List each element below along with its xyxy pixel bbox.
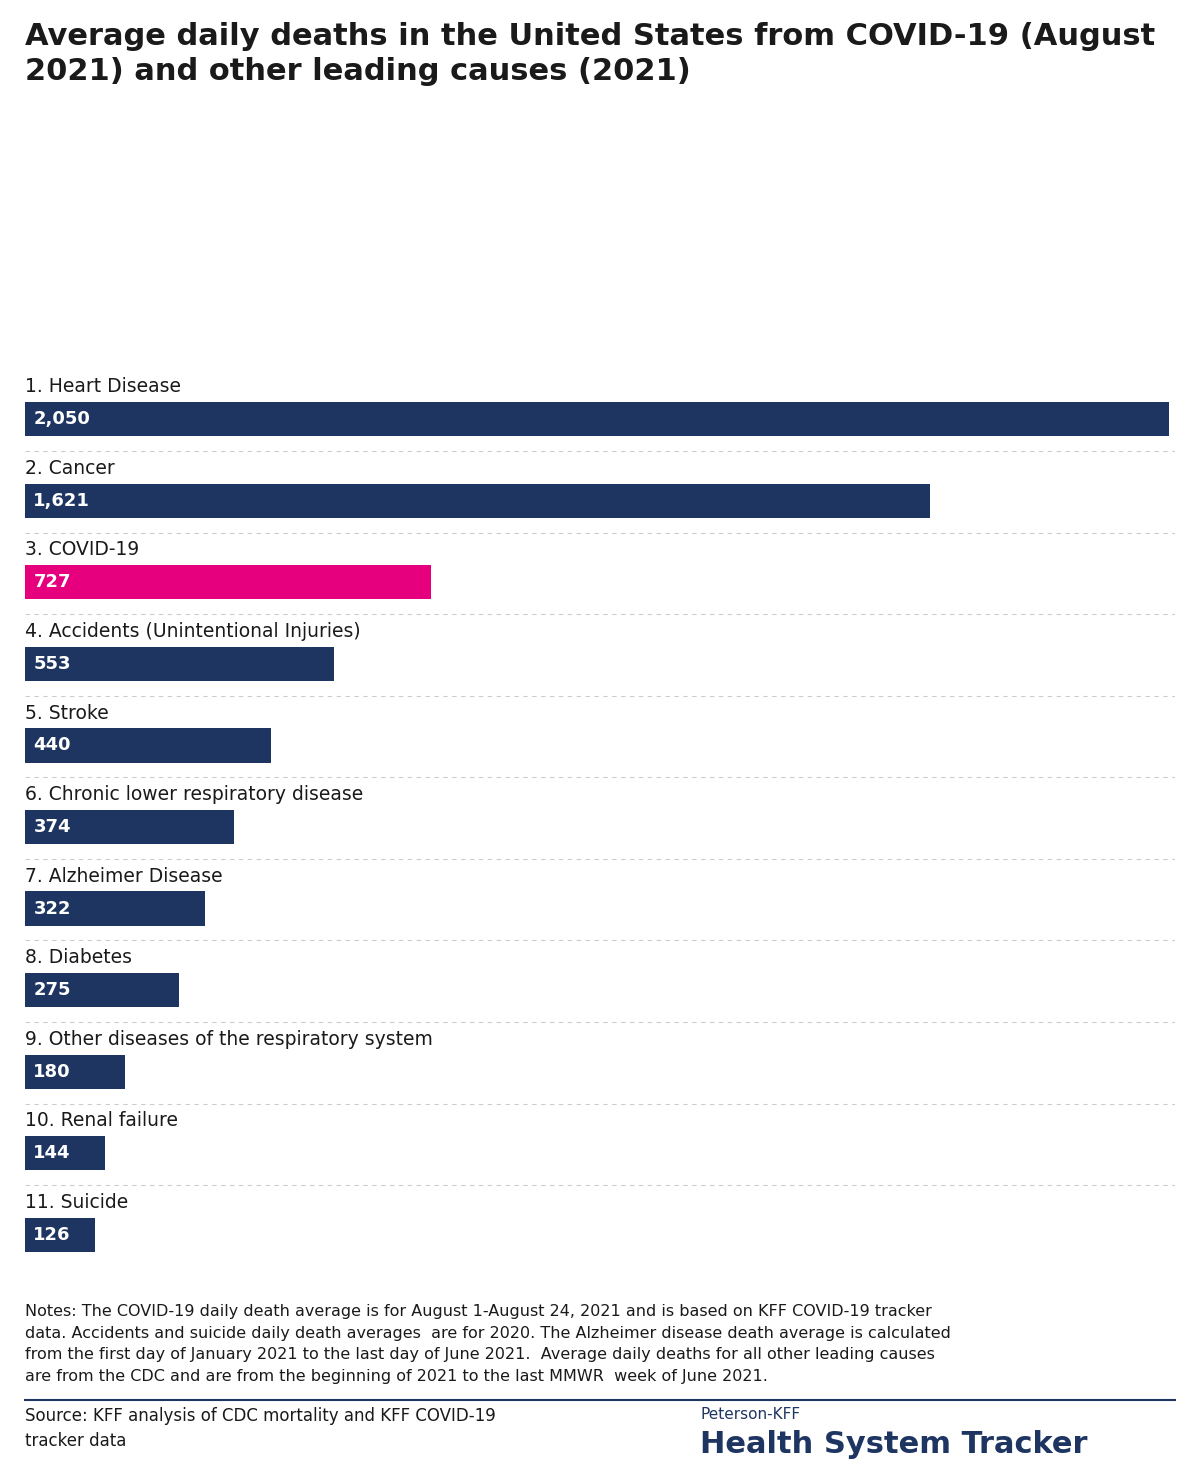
Text: 2,050: 2,050 [34,411,90,428]
Text: 374: 374 [34,818,71,836]
Bar [25,1055,126,1089]
Bar [25,728,271,763]
Text: 180: 180 [34,1063,71,1080]
Text: Notes: The COVID-19 daily death average is for August 1-August 24, 2021 and is b: Notes: The COVID-19 daily death average … [25,1304,950,1384]
Text: 6. Chronic lower respiratory disease: 6. Chronic lower respiratory disease [25,785,364,805]
Text: 10. Renal failure: 10. Renal failure [25,1112,178,1131]
Text: 8. Diabetes: 8. Diabetes [25,948,132,968]
Text: 9. Other diseases of the respiratory system: 9. Other diseases of the respiratory sys… [25,1030,433,1049]
Text: Health System Tracker: Health System Tracker [700,1430,1087,1458]
Text: 5. Stroke: 5. Stroke [25,704,109,723]
Bar [25,1218,95,1252]
Text: 11. Suicide: 11. Suicide [25,1193,128,1212]
Text: Peterson-KFF: Peterson-KFF [700,1406,800,1423]
Text: 4. Accidents (Unintentional Injuries): 4. Accidents (Unintentional Injuries) [25,622,361,642]
Text: 126: 126 [34,1226,71,1243]
Text: 1. Heart Disease: 1. Heart Disease [25,378,181,396]
Text: 3. COVID-19: 3. COVID-19 [25,541,139,559]
Bar [25,483,930,517]
Bar [25,974,179,1008]
Text: 322: 322 [34,900,71,917]
Text: 1,621: 1,621 [34,492,90,510]
Text: 553: 553 [34,655,71,673]
Text: 727: 727 [34,574,71,591]
Bar [25,892,205,926]
Bar [25,809,234,845]
Text: 275: 275 [34,981,71,999]
Text: 440: 440 [34,737,71,754]
Bar [25,402,1169,436]
Text: 7. Alzheimer Disease: 7. Alzheimer Disease [25,867,223,886]
Bar [25,565,431,599]
Bar [25,1137,106,1171]
Text: 144: 144 [34,1144,71,1162]
Text: Average daily deaths in the United States from COVID-19 (August
2021) and other : Average daily deaths in the United State… [25,22,1156,86]
Text: Source: KFF analysis of CDC mortality and KFF COVID-19
tracker data: Source: KFF analysis of CDC mortality an… [25,1406,496,1449]
Text: 2. Cancer: 2. Cancer [25,459,115,477]
Bar [25,646,334,680]
